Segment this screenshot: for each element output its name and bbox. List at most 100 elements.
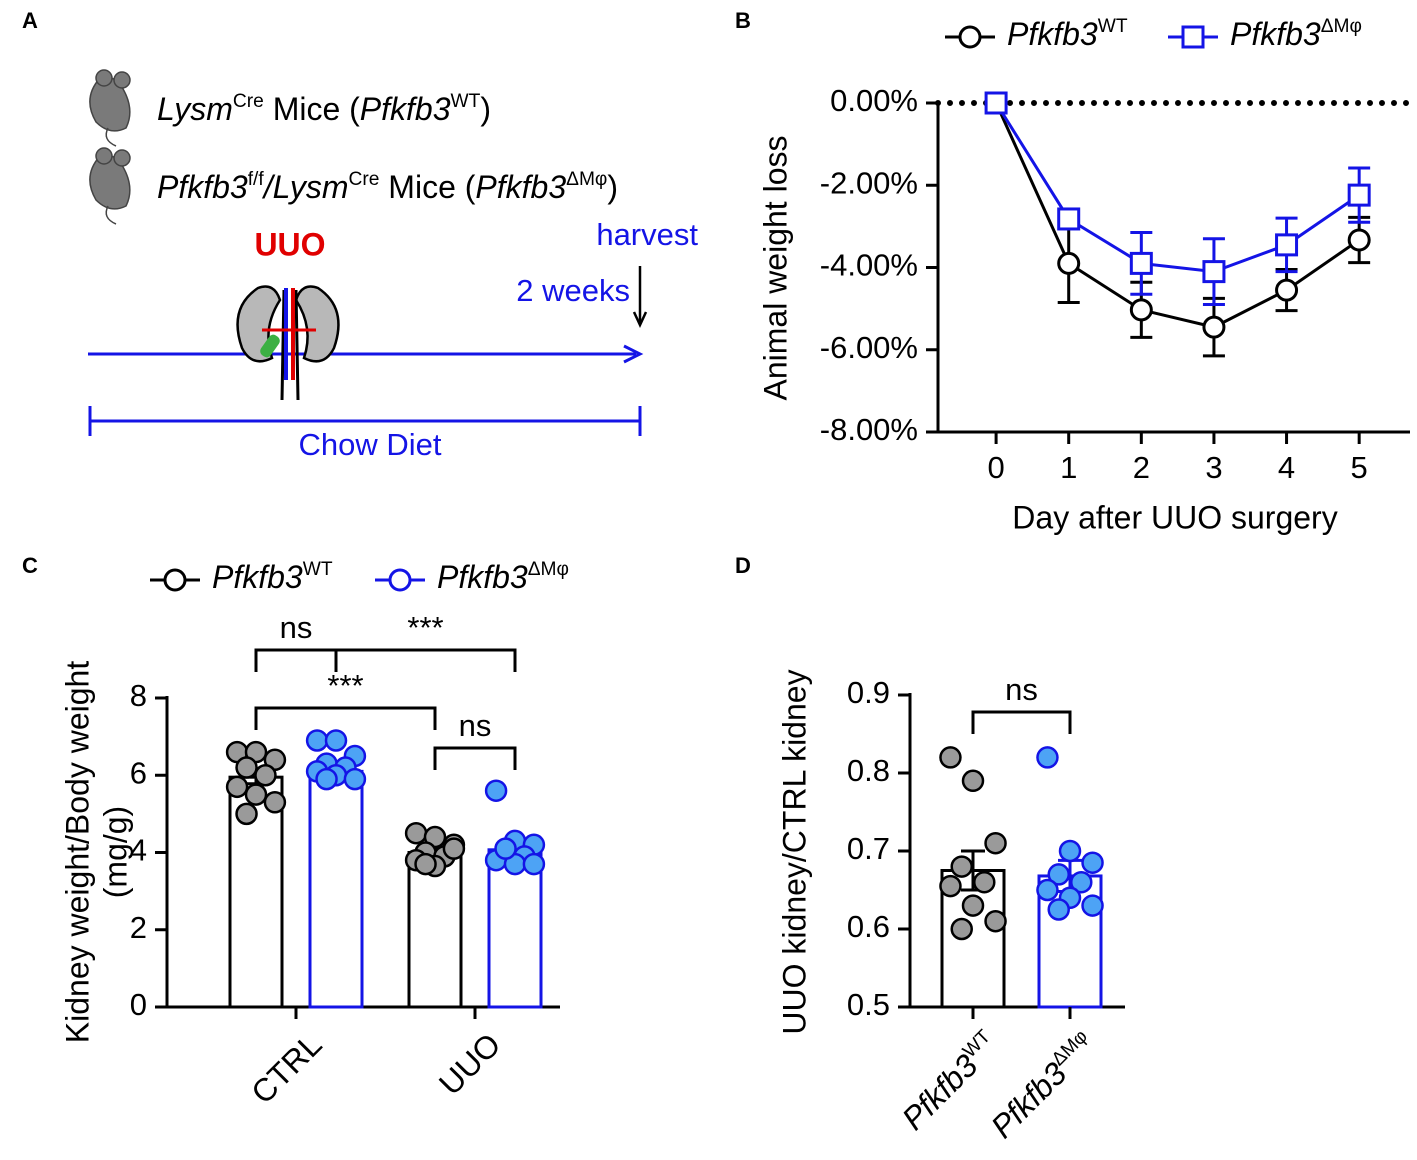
panel-label: D [735,553,751,578]
data-point [984,909,1007,933]
significance-label: ns [1005,672,1038,707]
data-point [343,767,367,791]
y-tick-label: 0.8 [847,753,890,788]
x-tick-label-part: UUO [432,1026,508,1102]
y-tick-label: 4 [130,833,147,868]
data-point [1058,839,1082,863]
data-point [939,874,962,898]
data-point [324,729,348,752]
data-point [1129,251,1153,275]
data-point [1275,233,1299,257]
data-point [235,802,258,826]
legend-label-part: Pfkfb3 [1230,16,1321,52]
significance-bracket [433,746,517,770]
significance-bracket [254,706,437,730]
series-line [994,102,1361,329]
data-point [1202,315,1226,339]
y-axis-label: Animal weight loss [757,136,793,401]
data-point [961,894,985,917]
condition-label-part: Cre [233,91,264,112]
data-point [1036,746,1059,769]
data-point [950,917,973,941]
data-point [522,852,546,876]
y-axis-label: UUO kidney/CTRL kidney [776,669,812,1034]
legend-label-part: ΔMφ [1321,16,1362,37]
y-tick-label: -2.00% [820,165,918,200]
timeline-arrowhead [623,344,644,364]
duration-label: 2 weeks [516,273,630,308]
legend-label-part: WT [1098,16,1128,37]
x-tick-label: 1 [1060,450,1077,485]
data-point [235,756,258,779]
y-tick-label: -6.00% [820,330,918,365]
y-tick-label: 0.00% [830,83,918,118]
significance-label: *** [407,610,443,645]
legend-label-part: Pfkfb3 [437,559,528,595]
x-tick-label: 5 [1351,450,1368,485]
y-tick-label: 0.6 [847,909,890,944]
x-tick-label-part: CTRL [244,1026,329,1111]
condition-label-part: /Lysm [262,169,349,205]
data-point [1347,228,1371,252]
data-point [984,831,1007,855]
mouse-icon [89,147,131,225]
condition-label-part: Cre [348,169,379,190]
significance-label: ns [459,708,492,743]
legend-label-part: Pfkfb3 [1007,16,1098,52]
condition-label-part: Pfkfb3 [475,169,566,205]
y-tick-label: -8.00% [820,412,918,447]
data-point [973,870,996,894]
legend-marker [388,568,412,592]
condition-label-part: Lysm [157,91,233,127]
data-point [1057,207,1081,231]
x-tick-label: Pfkfb3ΔMφ [984,1026,1103,1145]
y-tick-label: 2 [130,910,147,945]
condition-label-part: ΔMφ [566,169,607,190]
procedure-label: UUO [254,226,325,262]
y-tick-label: 8 [130,678,147,713]
significance-bracket [334,648,517,672]
data-point [1081,851,1104,874]
condition-label-part: ) [607,169,618,205]
kidney-illustration [236,285,340,401]
series-line [994,102,1361,274]
panel-label: C [22,553,38,578]
y-axis-label: Kidney weight/Body weight [59,661,95,1044]
legend-marker [163,568,187,592]
condition-label-part: Pfkfb3 [157,169,248,205]
x-tick-label: CTRL [244,1026,329,1111]
data-point [950,855,973,878]
data-point [1057,251,1081,275]
x-axis-label: Day after UUO surgery [1012,499,1337,535]
legend-label: Pfkfb3ΔMφ [1230,16,1362,53]
condition-label-part: Pfkfb3 [360,91,451,127]
significance-bracket [254,648,338,672]
data-point [484,779,508,802]
x-tick-label: 4 [1278,450,1295,485]
y-tick-label: -4.00% [820,248,918,283]
mouse-icon [89,69,131,147]
significance-bracket [971,710,1072,734]
significance-label: *** [327,668,363,703]
data-point [315,767,338,791]
legend-label-part: WT [303,559,333,580]
panel-label: A [22,8,38,33]
data-point [1070,870,1093,894]
x-tick-label: 0 [987,450,1004,485]
y-tick-label: 0.9 [847,675,890,710]
bar [407,851,463,1009]
x-tick-label: 3 [1205,450,1222,485]
condition-label: LysmCre Mice (Pfkfb3WT) [157,91,491,128]
data-point [244,783,268,806]
data-point [1275,278,1299,302]
condition-label-part: Mice ( [379,169,475,205]
legend-label: Pfkfb3WT [1007,16,1128,53]
legend-label: Pfkfb3WT [212,559,333,596]
data-point [305,729,329,752]
legend-marker [1181,25,1205,49]
y-tick-label: 0.5 [847,987,890,1022]
condition-label-part: f/f [248,169,265,190]
data-point [1202,260,1226,284]
